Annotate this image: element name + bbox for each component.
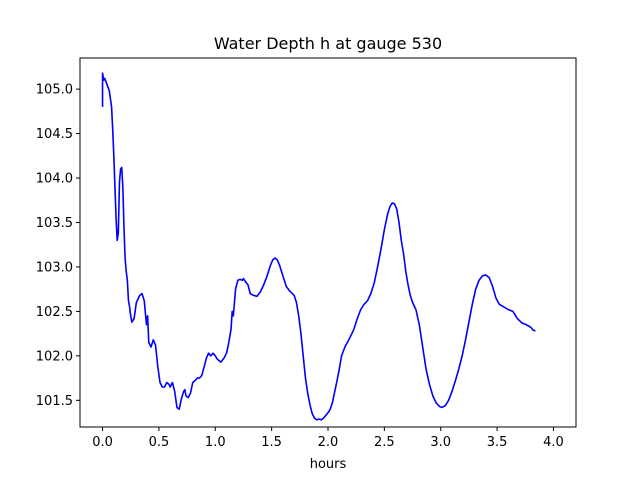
y-tick-label: 104.5 (36, 127, 73, 142)
x-tick-label: 4.0 (543, 435, 564, 450)
x-tick-label: 3.5 (487, 435, 508, 450)
y-tick-label: 101.5 (36, 394, 73, 409)
y-tick-label: 102.0 (36, 349, 73, 364)
chart-title: Water Depth h at gauge 530 (214, 34, 442, 53)
series-layer (101, 72, 536, 421)
x-tick-label: 2.0 (318, 435, 339, 450)
y-tick-label: 103.5 (36, 216, 73, 231)
x-tick-label: 2.5 (374, 435, 395, 450)
series-line (101, 72, 536, 421)
x-axis-label: hours (310, 457, 347, 472)
x-axis-ticks: 0.0 0.5 1.0 1.5 2.0 2.5 3.0 3.5 4.0 (92, 427, 564, 450)
y-tick-label: 105.0 (36, 83, 73, 98)
x-tick-label: 0.5 (149, 435, 170, 450)
x-tick-label: 1.5 (261, 435, 282, 450)
y-axis-ticks: 101.5 102.0 102.5 103.0 103.5 104.0 104.5 105.0 (36, 83, 80, 409)
x-tick-label: 1.0 (205, 435, 226, 450)
x-tick-label: 0.0 (92, 435, 113, 450)
plot-frame (79, 57, 577, 428)
x-tick-label: 3.0 (430, 435, 451, 450)
plot-area (80, 58, 576, 427)
y-tick-label: 104.0 (36, 172, 73, 187)
y-tick-label: 102.5 (36, 305, 73, 320)
y-tick-label: 103.0 (36, 260, 73, 275)
